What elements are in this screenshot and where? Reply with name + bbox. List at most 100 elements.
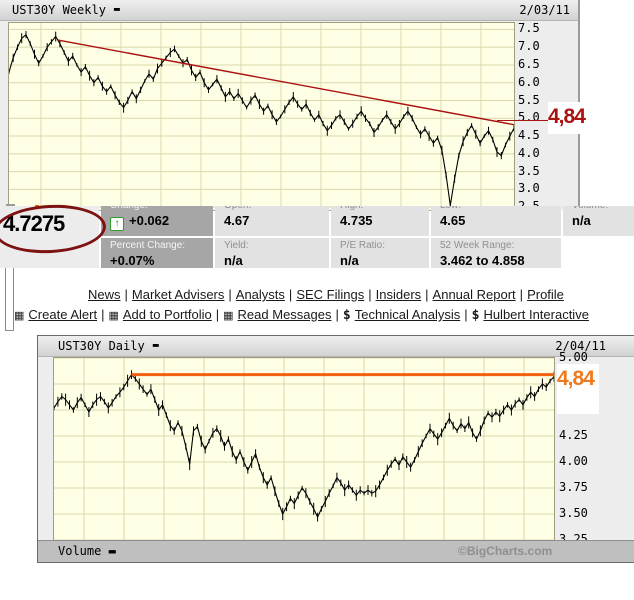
daily-chart-date: 2/04/11 (555, 339, 606, 353)
daily-chart-header: UST30Y Daily ▬ 2/04/11 (38, 336, 634, 357)
grid-icon: ▦ (108, 310, 119, 322)
y-axis-label: 4.0 (518, 145, 540, 160)
high-cell: High: 4.735 (331, 206, 429, 236)
weekly-chart-panel: UST30Y Weekly ▬ 2/03/11 7.5 7.0 6.5 6.0 5.5 5… (0, 0, 580, 213)
link-annual-report[interactable]: Annual Report (432, 287, 516, 302)
module-border-corner (5, 266, 14, 331)
pe-ratio-label: P/E Ratio: (340, 240, 386, 251)
daily-annotation-text: 4,84 (557, 367, 595, 390)
link-create-alert[interactable]: Create Alert (28, 307, 98, 322)
grid-icon: ▦ (14, 310, 25, 322)
change-label: Change: (110, 206, 213, 211)
open-cell: Open: 4.67 (215, 206, 329, 236)
change-value: +0.062 (129, 213, 170, 228)
link-market-advisers[interactable]: Market Advisers (131, 287, 225, 302)
weekly-plot-area[interactable] (8, 22, 515, 211)
low-cell: Low: 4.65 (431, 206, 561, 236)
percent-change-label: Percent Change: (110, 240, 186, 251)
separator: | (519, 287, 524, 302)
trendline-pointer-line (497, 120, 549, 121)
percent-change-cell: Percent Change: +0.07% (101, 238, 213, 268)
nav-links-row: News | Market Advisers | Analysts | SEC Filing… (88, 287, 564, 302)
pe-ratio-value: n/a (340, 253, 359, 268)
grid-icon: ▦ (223, 310, 234, 322)
separator: | (464, 307, 468, 322)
low-label: Low: (440, 206, 561, 211)
yield-cell: Yield: n/a (215, 238, 329, 268)
empty-cell (563, 238, 634, 268)
axis-artifact-dash (6, 204, 15, 206)
separator: | (425, 287, 429, 302)
volume-pane-label: Volume ▬ (58, 544, 116, 558)
change-cell: Change: ↑ +0.062 (101, 206, 213, 236)
percent-change-value: +0.07% (110, 253, 155, 268)
y-axis-label: 7.5 (518, 21, 540, 36)
link-profile[interactable]: Profile (527, 287, 564, 302)
separator: | (335, 307, 339, 322)
y-axis-label: 3.5 (518, 163, 540, 178)
last-price-value: 4.7275 (3, 211, 65, 236)
week-range-label: 52 Week Range: (440, 240, 515, 251)
separator: | (228, 287, 232, 302)
daily-chart-title: UST30Y Daily (58, 339, 145, 353)
daily-plot-area[interactable] (53, 357, 555, 541)
link-news[interactable]: News (88, 287, 121, 302)
y-axis-label: 4.00 (559, 454, 588, 468)
daily-chart-panel: UST30Y Daily ▬ 2/04/11 5.004.754.504.254… (37, 335, 634, 563)
daily-price-annotation: 4,84 (557, 364, 599, 414)
link-technical-analysis[interactable]: Technical Analysis (354, 307, 461, 322)
dollar-icon: $ (471, 308, 480, 323)
separator: | (101, 307, 105, 322)
volume-value: n/a (572, 213, 591, 228)
pe-ratio-cell: P/E Ratio: n/a (331, 238, 429, 268)
minimize-icon[interactable]: ▬ (108, 544, 116, 558)
daily-price-chart[interactable] (53, 357, 555, 541)
up-arrow-icon: ↑ (110, 217, 124, 231)
high-value: 4.735 (340, 213, 373, 228)
weekly-price-chart[interactable] (8, 23, 515, 210)
y-axis-label: 3.75 (559, 480, 588, 494)
minimize-icon[interactable]: ▬ (152, 340, 159, 351)
week-range-value: 3.462 to 4.858 (440, 253, 525, 268)
link-analysts[interactable]: Analysts (235, 287, 285, 302)
y-axis-label: 3.50 (559, 506, 588, 520)
y-axis-label: 3.0 (518, 181, 540, 196)
axis-artifact-tick (35, 205, 39, 208)
link-sec-filings[interactable]: SEC Filings (296, 287, 365, 302)
separator: | (288, 287, 293, 302)
last-price-cell: 4.7275 (0, 206, 99, 268)
link-add-to-portfolio[interactable]: Add to Portfolio (122, 307, 212, 322)
y-axis-label: 6.5 (518, 56, 540, 71)
high-label: High: (340, 206, 429, 211)
open-label: Open: (224, 206, 329, 211)
separator: | (368, 287, 372, 302)
link-insiders[interactable]: Insiders (375, 287, 422, 302)
separator: | (124, 287, 128, 302)
y-axis-label: 5.5 (518, 92, 540, 107)
y-axis-label: 5.00 (559, 350, 588, 364)
action-links-row: ▦ Create Alert | ▦ Add to Portfolio | ▦ Read Me… (14, 307, 589, 323)
y-axis-label: 6.0 (518, 74, 540, 89)
separator: | (215, 307, 220, 322)
weekly-chart-header: UST30Y Weekly ▬ 2/03/11 (0, 0, 578, 21)
volume-label: Volume: (572, 206, 634, 211)
yield-label: Yield: (224, 240, 249, 251)
weekly-chart-date: 2/03/11 (519, 3, 570, 17)
y-axis-label: 4.25 (559, 428, 588, 442)
y-axis-label: 5.0 (518, 110, 540, 125)
y-axis-label: 7.0 (518, 39, 540, 54)
weekly-annotation-text: 4,84 (548, 105, 586, 128)
copyright-text: ©BigCharts.com (458, 544, 553, 558)
dollar-icon: $ (342, 308, 351, 323)
weekly-price-annotation: 4,84 (548, 102, 595, 134)
minimize-icon[interactable]: ▬ (113, 4, 120, 15)
open-value: 4.67 (224, 213, 250, 228)
link-hulbert-interactive[interactable]: Hulbert Interactive (483, 307, 589, 322)
y-axis-label: 4.5 (518, 128, 540, 143)
quote-table: 4.7275 Change: ↑ +0.062 Open: 4.67 High: … (0, 206, 634, 268)
link-read-messages[interactable]: Read Messages (237, 307, 332, 322)
volume-pane-header[interactable]: Volume ▬ ©BigCharts.com (38, 540, 634, 562)
week-range-cell: 52 Week Range: 3.462 to 4.858 (431, 238, 561, 268)
yield-value: n/a (224, 253, 243, 268)
